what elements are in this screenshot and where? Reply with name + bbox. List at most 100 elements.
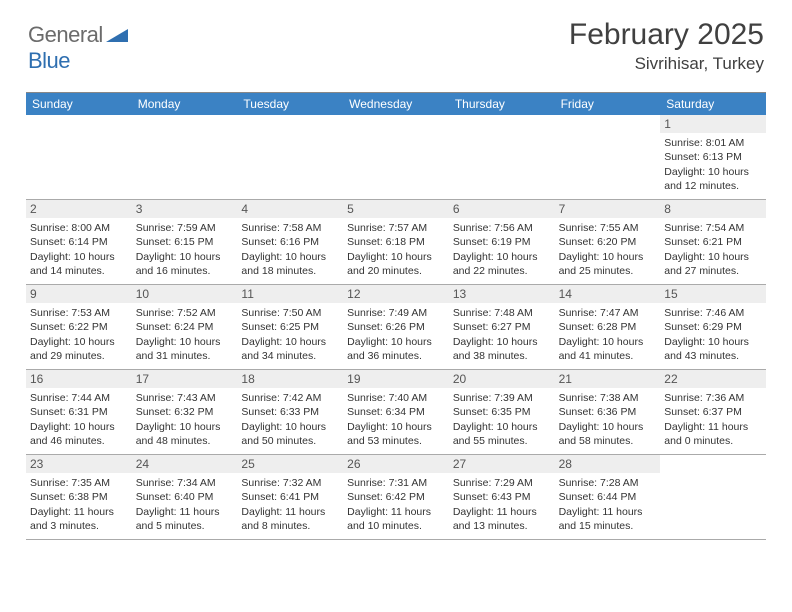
day-number: 18	[237, 370, 343, 388]
day-cell	[449, 115, 555, 199]
day-number: 21	[555, 370, 661, 388]
day-cell: 21 Sunrise: 7:38 AMSunset: 6:36 PMDayligh…	[555, 370, 661, 454]
dl2-text: and 53 minutes.	[347, 434, 445, 448]
day-header: Thursday	[449, 93, 555, 115]
sunset-text: Sunset: 6:35 PM	[453, 405, 551, 419]
week-row: 2Sunrise: 8:00 AMSunset: 6:14 PMDaylight…	[26, 200, 766, 285]
dl1-text: Daylight: 10 hours	[664, 335, 762, 349]
dl2-text: and 13 minutes.	[453, 519, 551, 533]
dl2-text: and 0 minutes.	[664, 434, 762, 448]
dl1-text: Daylight: 11 hours	[664, 420, 762, 434]
sunrise-text: Sunrise: 7:48 AM	[453, 306, 551, 320]
dl1-text: Daylight: 10 hours	[347, 335, 445, 349]
dl1-text: Daylight: 10 hours	[241, 335, 339, 349]
sunrise-text: Sunrise: 8:01 AM	[664, 136, 762, 150]
dl2-text: and 3 minutes.	[30, 519, 128, 533]
sunset-text: Sunset: 6:31 PM	[30, 405, 128, 419]
day-number: 26	[343, 455, 449, 473]
day-header: Saturday	[660, 93, 766, 115]
dl1-text: Daylight: 10 hours	[664, 165, 762, 179]
sunset-text: Sunset: 6:13 PM	[664, 150, 762, 164]
dl1-text: Daylight: 10 hours	[559, 420, 657, 434]
day-cell	[660, 455, 766, 539]
day-number: 4	[237, 200, 343, 218]
sunrise-text: Sunrise: 7:46 AM	[664, 306, 762, 320]
day-number: 22	[660, 370, 766, 388]
day-cell: 5Sunrise: 7:57 AMSunset: 6:18 PMDaylight…	[343, 200, 449, 284]
day-cell: 17Sunrise: 7:43 AMSunset: 6:32 PMDayligh…	[132, 370, 238, 454]
dl2-text: and 16 minutes.	[136, 264, 234, 278]
dl2-text: and 48 minutes.	[136, 434, 234, 448]
sunset-text: Sunset: 6:43 PM	[453, 490, 551, 504]
location: Sivrihisar, Turkey	[569, 54, 764, 74]
day-number: 15	[660, 285, 766, 303]
day-number: 23	[26, 455, 132, 473]
day-cell: 11Sunrise: 7:50 AMSunset: 6:25 PMDayligh…	[237, 285, 343, 369]
sunset-text: Sunset: 6:16 PM	[241, 235, 339, 249]
sunset-text: Sunset: 6:18 PM	[347, 235, 445, 249]
day-cell: 25Sunrise: 7:32 AMSunset: 6:41 PMDayligh…	[237, 455, 343, 539]
dl2-text: and 34 minutes.	[241, 349, 339, 363]
day-cell: 23Sunrise: 7:35 AMSunset: 6:38 PMDayligh…	[26, 455, 132, 539]
day-cell: 10Sunrise: 7:52 AMSunset: 6:24 PMDayligh…	[132, 285, 238, 369]
sunset-text: Sunset: 6:40 PM	[136, 490, 234, 504]
dl2-text: and 20 minutes.	[347, 264, 445, 278]
day-number: 9	[26, 285, 132, 303]
day-number: 10	[132, 285, 238, 303]
day-number: 27	[449, 455, 555, 473]
day-cell: 13Sunrise: 7:48 AMSunset: 6:27 PMDayligh…	[449, 285, 555, 369]
day-number: 17	[132, 370, 238, 388]
sunset-text: Sunset: 6:15 PM	[136, 235, 234, 249]
dl2-text: and 25 minutes.	[559, 264, 657, 278]
day-number: 16	[26, 370, 132, 388]
day-header: Tuesday	[237, 93, 343, 115]
day-cell	[555, 115, 661, 199]
week-row: 1Sunrise: 8:01 AMSunset: 6:13 PMDaylight…	[26, 115, 766, 200]
day-number: 8	[660, 200, 766, 218]
dl1-text: Daylight: 10 hours	[347, 250, 445, 264]
sunset-text: Sunset: 6:22 PM	[30, 320, 128, 334]
day-cell: 16Sunrise: 7:44 AMSunset: 6:31 PMDayligh…	[26, 370, 132, 454]
sunrise-text: Sunrise: 7:39 AM	[453, 391, 551, 405]
sunrise-text: Sunrise: 7:59 AM	[136, 221, 234, 235]
dl1-text: Daylight: 10 hours	[30, 335, 128, 349]
dl1-text: Daylight: 10 hours	[453, 250, 551, 264]
day-header: Monday	[132, 93, 238, 115]
week-row: 23Sunrise: 7:35 AMSunset: 6:38 PMDayligh…	[26, 455, 766, 540]
day-cell: 14Sunrise: 7:47 AMSunset: 6:28 PMDayligh…	[555, 285, 661, 369]
dl1-text: Daylight: 11 hours	[559, 505, 657, 519]
dl2-text: and 58 minutes.	[559, 434, 657, 448]
logo-triangle-icon	[106, 22, 128, 48]
day-cell: 1Sunrise: 8:01 AMSunset: 6:13 PMDaylight…	[660, 115, 766, 199]
dl1-text: Daylight: 10 hours	[559, 335, 657, 349]
sunset-text: Sunset: 6:28 PM	[559, 320, 657, 334]
day-cell: 7Sunrise: 7:55 AMSunset: 6:20 PMDaylight…	[555, 200, 661, 284]
sunset-text: Sunset: 6:36 PM	[559, 405, 657, 419]
sunset-text: Sunset: 6:14 PM	[30, 235, 128, 249]
dl2-text: and 46 minutes.	[30, 434, 128, 448]
sunrise-text: Sunrise: 7:58 AM	[241, 221, 339, 235]
dl2-text: and 41 minutes.	[559, 349, 657, 363]
sunrise-text: Sunrise: 7:55 AM	[559, 221, 657, 235]
sunset-text: Sunset: 6:29 PM	[664, 320, 762, 334]
sunrise-text: Sunrise: 7:43 AM	[136, 391, 234, 405]
day-cell: 15 Sunrise: 7:46 AMSunset: 6:29 PMDayligh…	[660, 285, 766, 369]
dl1-text: Daylight: 11 hours	[453, 505, 551, 519]
sunset-text: Sunset: 6:19 PM	[453, 235, 551, 249]
week-row: 9Sunrise: 7:53 AMSunset: 6:22 PMDaylight…	[26, 285, 766, 370]
dl2-text: and 31 minutes.	[136, 349, 234, 363]
day-header-row: Sunday Monday Tuesday Wednesday Thursday…	[26, 93, 766, 115]
month-title: February 2025	[569, 18, 764, 52]
day-number: 2	[26, 200, 132, 218]
day-number: 11	[237, 285, 343, 303]
sunset-text: Sunset: 6:32 PM	[136, 405, 234, 419]
sunrise-text: Sunrise: 7:34 AM	[136, 476, 234, 490]
sunrise-text: Sunrise: 7:29 AM	[453, 476, 551, 490]
day-cell	[343, 115, 449, 199]
day-cell: 6Sunrise: 7:56 AMSunset: 6:19 PMDaylight…	[449, 200, 555, 284]
sunrise-text: Sunrise: 7:38 AM	[559, 391, 657, 405]
sunrise-text: Sunrise: 7:40 AM	[347, 391, 445, 405]
day-header: Wednesday	[343, 93, 449, 115]
dl2-text: and 18 minutes.	[241, 264, 339, 278]
day-number: 7	[555, 200, 661, 218]
